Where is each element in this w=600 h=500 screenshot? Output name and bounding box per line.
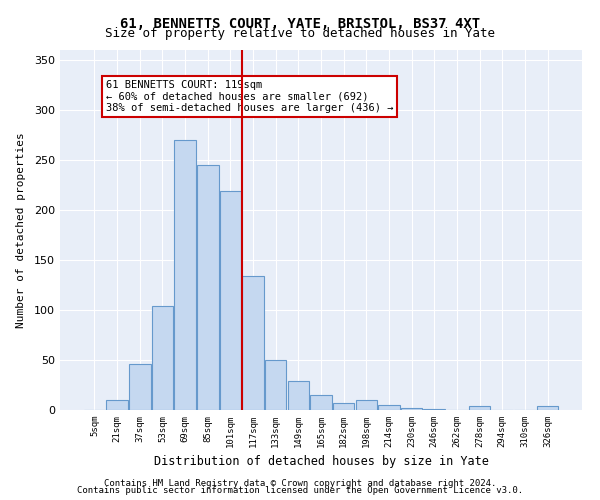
Text: Contains HM Land Registry data © Crown copyright and database right 2024.: Contains HM Land Registry data © Crown c…: [104, 478, 496, 488]
Bar: [537, 406, 558, 410]
Bar: [378, 405, 400, 410]
Bar: [424, 409, 445, 410]
Bar: [287, 381, 309, 410]
Text: 61, BENNETTS COURT, YATE, BRISTOL, BS37 4XT: 61, BENNETTS COURT, YATE, BRISTOL, BS37 …: [120, 18, 480, 32]
Text: Contains public sector information licensed under the Open Government Licence v3: Contains public sector information licen…: [77, 486, 523, 495]
Bar: [242, 276, 264, 410]
Bar: [265, 360, 286, 410]
Bar: [401, 408, 422, 410]
Bar: [469, 406, 490, 410]
Bar: [220, 191, 241, 410]
Bar: [197, 165, 218, 410]
Bar: [106, 400, 128, 410]
Bar: [356, 400, 377, 410]
Bar: [175, 140, 196, 410]
X-axis label: Distribution of detached houses by size in Yate: Distribution of detached houses by size …: [154, 456, 488, 468]
Bar: [333, 403, 355, 410]
Bar: [129, 364, 151, 410]
Text: 61 BENNETTS COURT: 119sqm
← 60% of detached houses are smaller (692)
38% of semi: 61 BENNETTS COURT: 119sqm ← 60% of detac…: [106, 80, 394, 113]
Text: Size of property relative to detached houses in Yate: Size of property relative to detached ho…: [105, 28, 495, 40]
Y-axis label: Number of detached properties: Number of detached properties: [16, 132, 26, 328]
Bar: [152, 306, 173, 410]
Bar: [310, 395, 332, 410]
